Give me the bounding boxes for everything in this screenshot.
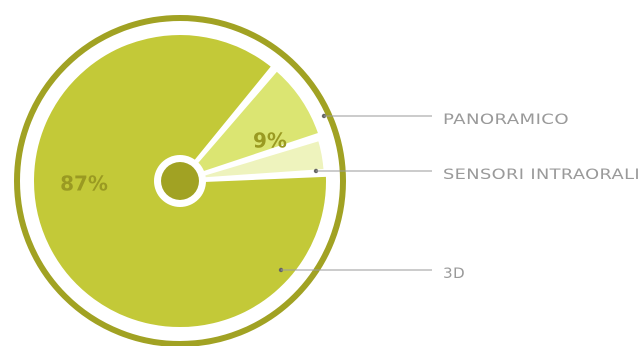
- slice-percent-label: 9%: [253, 129, 287, 153]
- center-dot: [161, 162, 199, 200]
- legend-group: PANORAMICO SENSORI INTRAORALI 3D: [278, 112, 640, 282]
- legend-label: 3D: [443, 266, 465, 282]
- legend-label: PANORAMICO: [443, 112, 569, 128]
- slice-percent-label: 87%: [60, 172, 108, 196]
- outer-ring: [14, 15, 346, 346]
- pie-slice-panoramico: [178, 66, 323, 183]
- legend-label: SENSORI INTRAORALI: [443, 167, 640, 183]
- percent-labels-group: 9% 87%: [60, 129, 287, 196]
